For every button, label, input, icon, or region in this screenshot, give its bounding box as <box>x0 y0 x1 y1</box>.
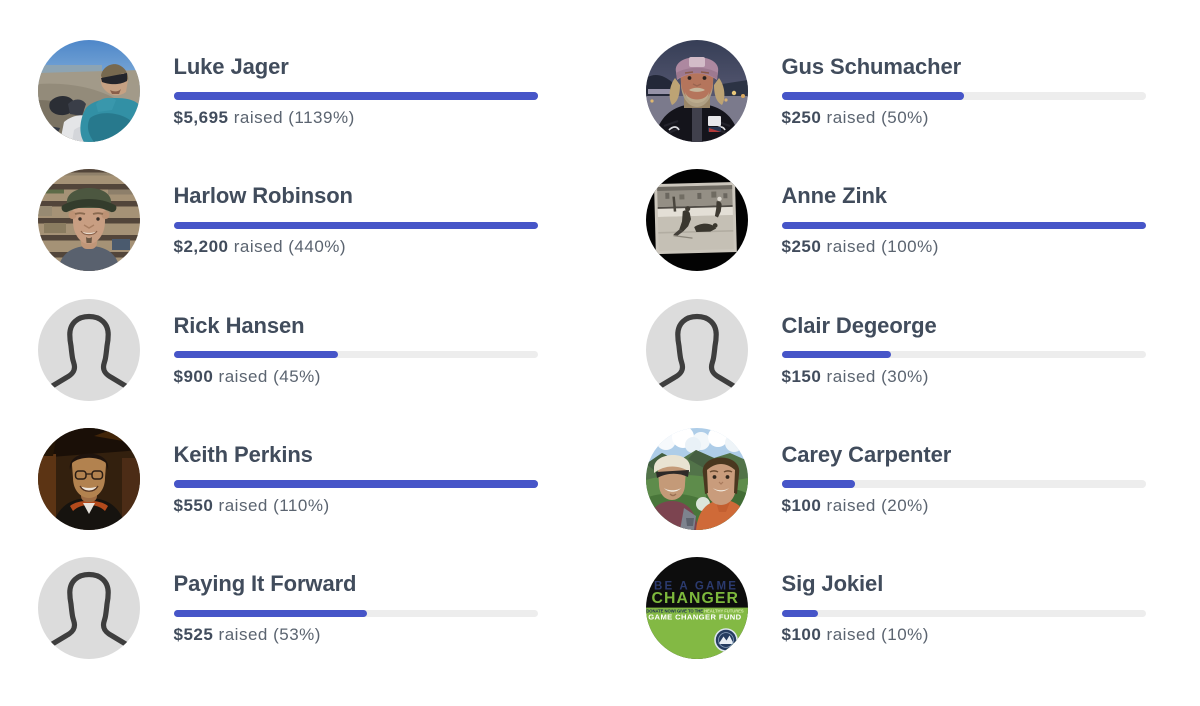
svg-text:CHANGER: CHANGER <box>652 590 740 607</box>
svg-text:GAME CHANGER FUND: GAME CHANGER FUND <box>648 613 741 622</box>
svg-text:BE A GAME: BE A GAME <box>654 581 738 593</box>
svg-text:DONATE NOW! GIVE TO THE HEALTH: DONATE NOW! GIVE TO THE HEALTHY FUTURES <box>646 609 744 614</box>
